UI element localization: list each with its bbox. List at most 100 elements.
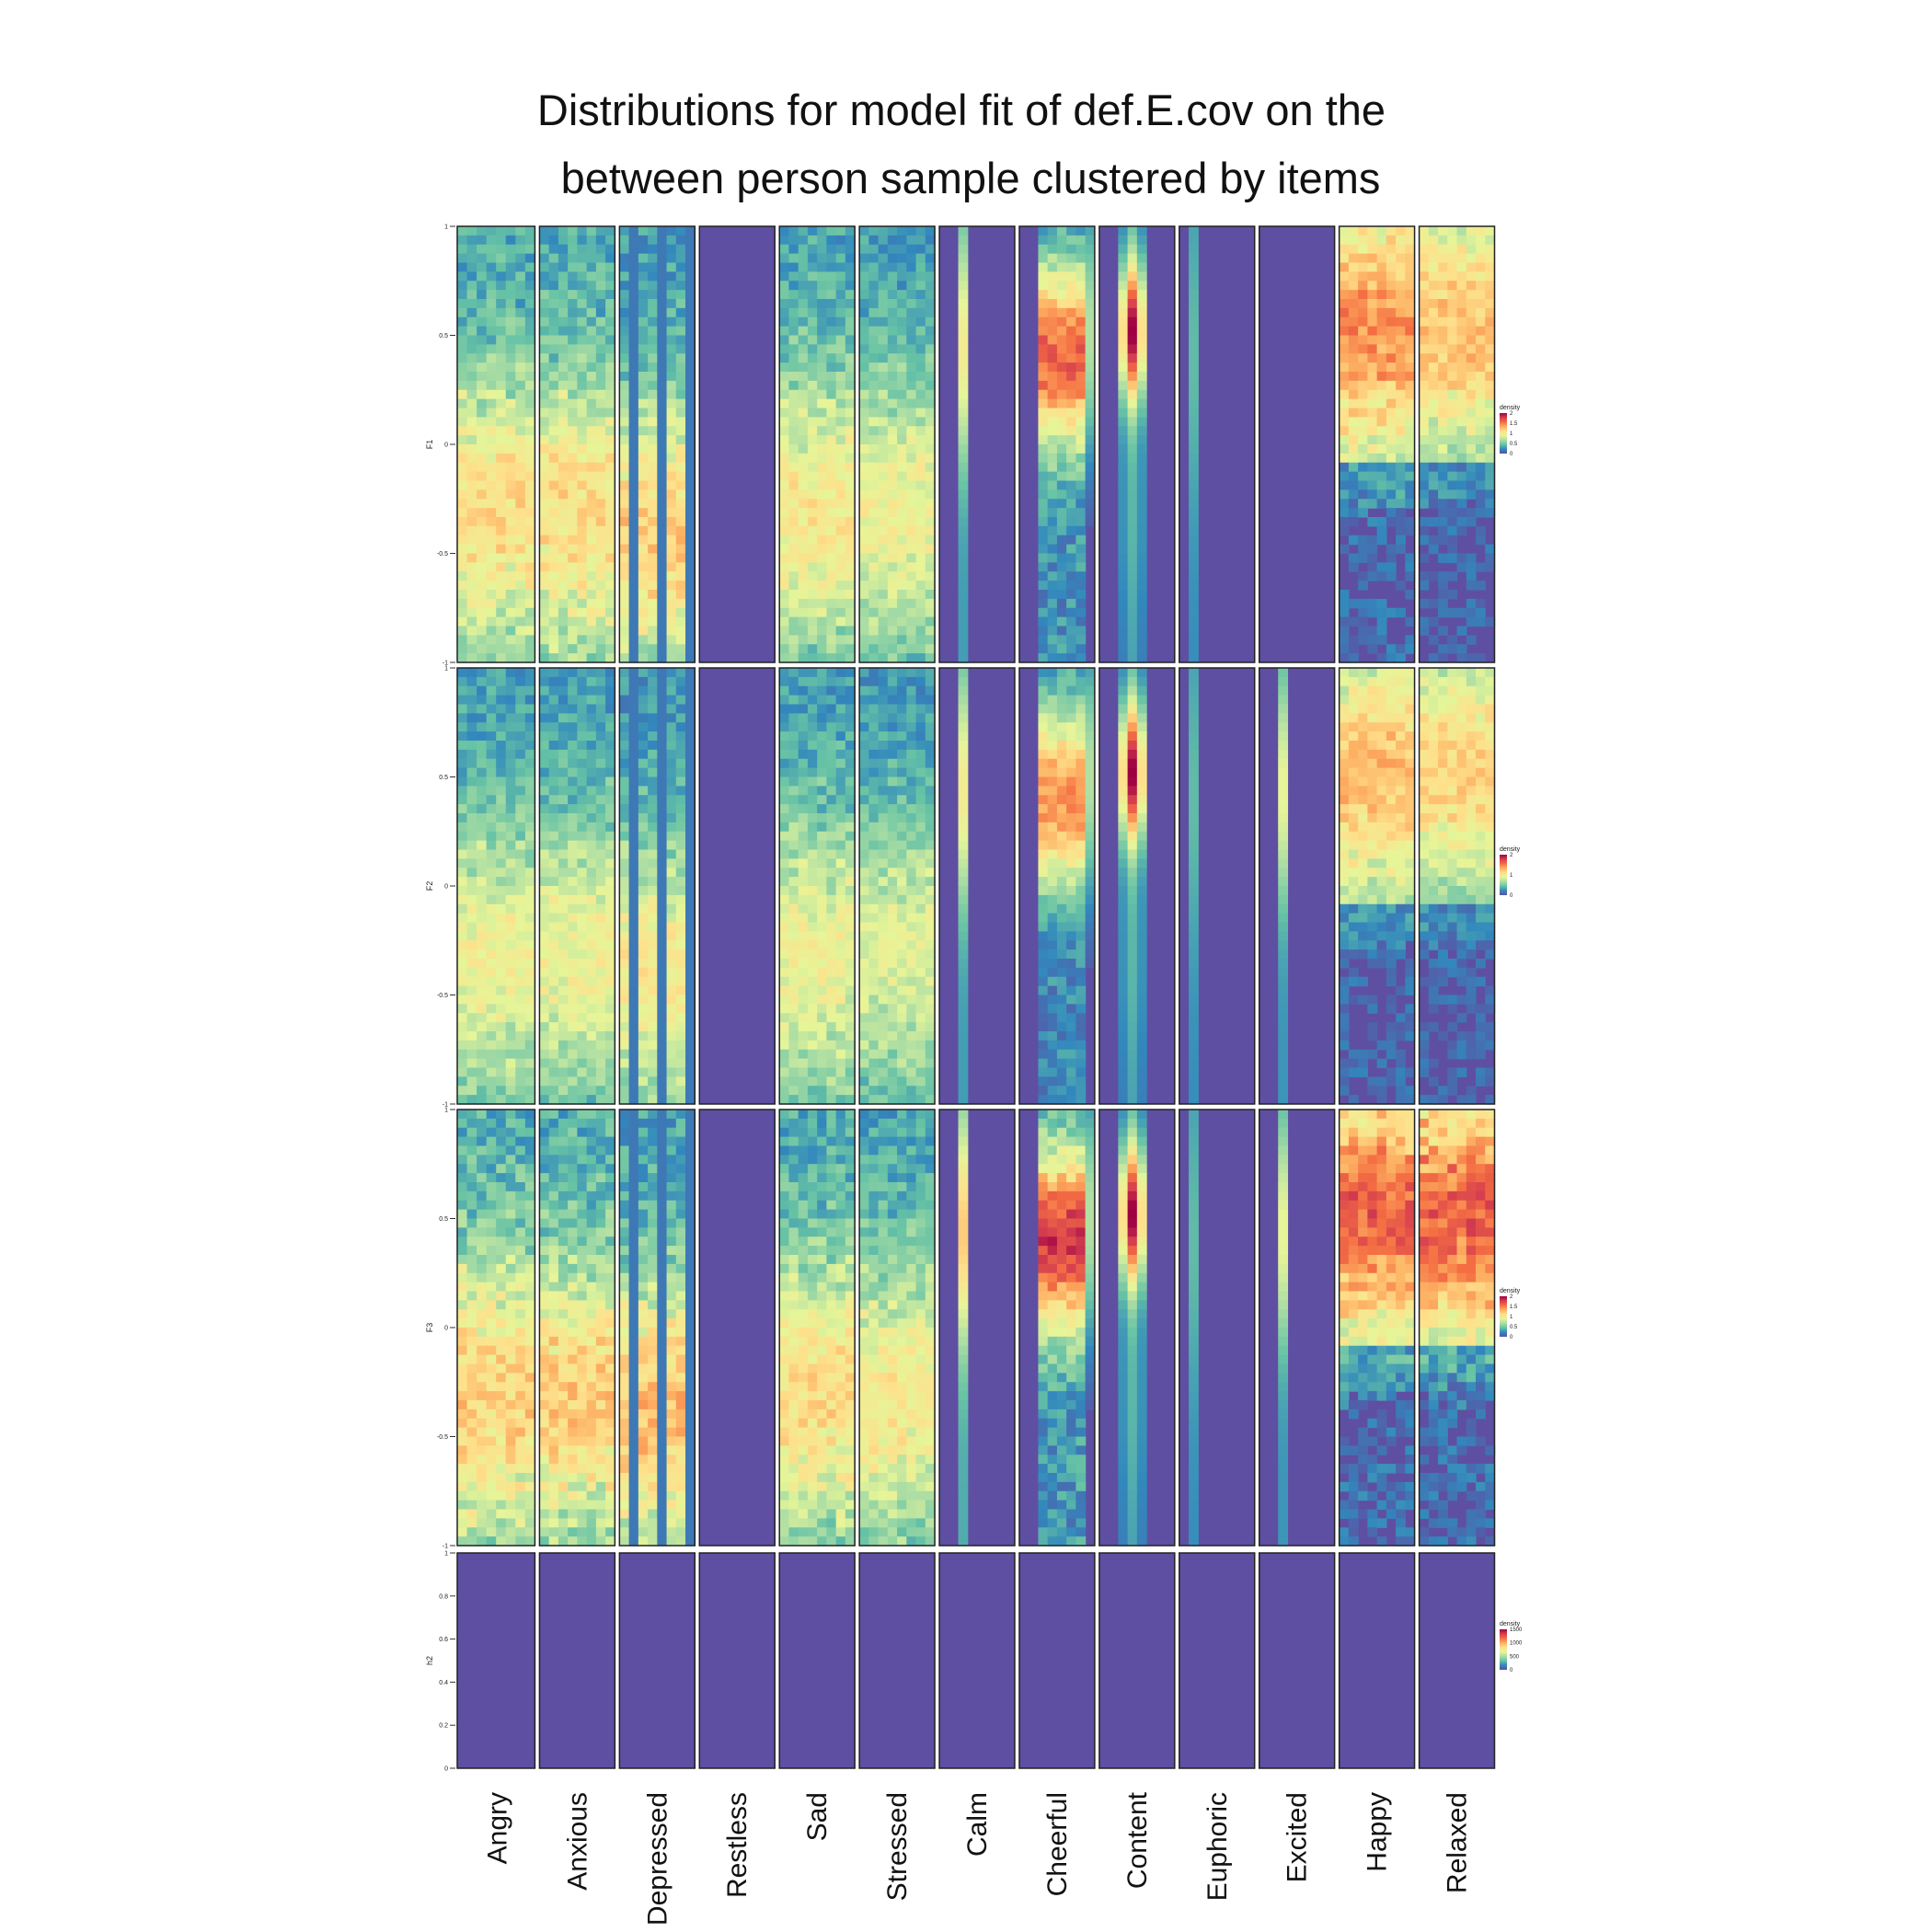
- density-cell: [798, 489, 809, 500]
- density-cell: [496, 822, 507, 833]
- density-cell: [878, 685, 889, 696]
- density-cell: [1127, 616, 1138, 627]
- density-cell: [897, 949, 907, 960]
- density-cell: [878, 389, 889, 400]
- density-cell: [558, 704, 569, 714]
- density-cell: [779, 226, 790, 236]
- density-cell: [486, 704, 497, 714]
- density-cell: [675, 1076, 686, 1087]
- density-cell: [477, 435, 488, 445]
- density-cell: [466, 1013, 477, 1023]
- density-cell: [628, 894, 639, 905]
- density-cell: [788, 480, 799, 490]
- density-cell: [675, 1004, 686, 1014]
- density-cell: [807, 344, 818, 354]
- density-cell: [1127, 380, 1138, 391]
- density-cell: [628, 535, 639, 546]
- density-cell: [675, 704, 686, 714]
- density-cell: [466, 508, 477, 518]
- density-cell: [657, 967, 668, 978]
- density-cell: [496, 949, 507, 960]
- density-cell: [779, 426, 790, 436]
- density-cell: [845, 444, 856, 454]
- density-cell: [859, 995, 869, 1005]
- density-cell: [1118, 562, 1129, 572]
- density-cell: [486, 1013, 497, 1023]
- density-cell: [826, 644, 837, 654]
- density-cell: [505, 813, 516, 823]
- density-cell: [568, 858, 578, 868]
- density-cell: [1386, 281, 1397, 291]
- density-cell: [515, 389, 526, 400]
- density-cell: [845, 353, 856, 363]
- density-cell: [586, 1049, 597, 1060]
- density-cell: [788, 940, 799, 950]
- density-cell: [958, 635, 969, 645]
- density-cell: [835, 653, 846, 663]
- density-cell: [486, 271, 497, 282]
- density-cell: [558, 722, 569, 732]
- density-cell: [845, 903, 856, 914]
- density-cell: [457, 299, 468, 309]
- density-cell: [1066, 471, 1076, 482]
- density-cell: [1438, 471, 1448, 482]
- density-cell: [897, 453, 907, 464]
- density-cell: [1447, 226, 1458, 236]
- density-cell: [887, 480, 898, 490]
- density-cell: [887, 380, 898, 391]
- density-cell: [859, 1058, 869, 1069]
- density-cell: [577, 985, 588, 996]
- density-cell: [477, 453, 488, 464]
- density-cell: [524, 831, 536, 842]
- density-cell: [685, 380, 696, 391]
- density-cell: [539, 886, 550, 896]
- density-cell: [1476, 262, 1486, 272]
- density-cell: [1339, 517, 1350, 527]
- density-cell: [1118, 626, 1129, 636]
- density-cell: [605, 713, 615, 723]
- density-cell: [779, 398, 790, 409]
- density-cell: [788, 244, 799, 255]
- density-cell: [925, 626, 936, 636]
- density-cell: [496, 444, 507, 454]
- density-cell: [788, 562, 799, 572]
- density-cell: [568, 1022, 578, 1032]
- density-cell: [887, 653, 898, 663]
- density-cell: [685, 244, 696, 255]
- density-cell: [548, 226, 559, 236]
- density-cell: [897, 858, 907, 868]
- density-cell: [685, 931, 696, 941]
- density-cell: [958, 553, 969, 563]
- density-cell: [638, 562, 649, 572]
- density-cell: [539, 299, 550, 309]
- density-cell: [548, 959, 559, 969]
- density-cell: [605, 644, 615, 654]
- density-cell: [648, 517, 658, 527]
- density-cell: [878, 253, 889, 264]
- density-cell: [486, 685, 497, 696]
- density-cell: [1047, 362, 1058, 373]
- density-cell: [477, 299, 488, 309]
- density-cell: [788, 299, 799, 309]
- density-cell: [648, 831, 658, 842]
- density-cell: [1438, 435, 1448, 445]
- density-cell: [496, 704, 507, 714]
- density-cell: [515, 262, 526, 272]
- density-cell: [1476, 235, 1486, 246]
- density-cell: [486, 1086, 497, 1096]
- density-cell: [1485, 290, 1496, 300]
- density-cell: [548, 922, 559, 932]
- density-cell: [675, 590, 686, 600]
- density-cell: [779, 922, 790, 932]
- density-cell: [539, 281, 550, 291]
- density-cell: [906, 786, 917, 796]
- density-cell: [496, 758, 507, 769]
- density-cell: [807, 931, 818, 941]
- density-cell: [657, 408, 668, 418]
- density-cell: [685, 822, 696, 833]
- density-cell: [826, 471, 837, 482]
- density-cell: [539, 758, 550, 769]
- density-cell: [486, 417, 497, 427]
- density-cell: [548, 444, 559, 454]
- density-cell: [845, 822, 856, 833]
